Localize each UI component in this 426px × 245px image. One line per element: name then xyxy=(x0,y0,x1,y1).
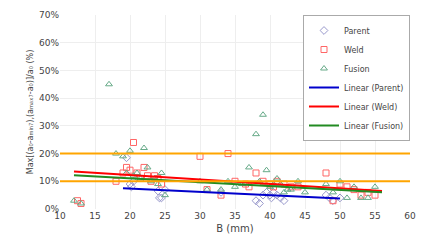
svg-text:20%: 20% xyxy=(39,149,59,159)
svg-text:Linear (Parent): Linear (Parent) xyxy=(344,84,403,93)
svg-text:70%: 70% xyxy=(39,10,59,20)
svg-text:60: 60 xyxy=(404,211,416,221)
svg-text:40: 40 xyxy=(264,211,276,221)
svg-text:Fusion: Fusion xyxy=(344,65,370,74)
svg-text:40%: 40% xyxy=(39,93,59,103)
svg-text:20: 20 xyxy=(124,211,136,221)
svg-text:Linear (Weld): Linear (Weld) xyxy=(344,103,397,112)
svg-text:50: 50 xyxy=(334,211,346,221)
svg-text:10%: 10% xyxy=(39,176,59,186)
svg-text:45: 45 xyxy=(299,211,310,221)
svg-text:35: 35 xyxy=(229,211,240,221)
svg-text:60%: 60% xyxy=(39,38,59,48)
svg-text:10: 10 xyxy=(54,211,66,221)
svg-text:50%: 50% xyxy=(39,66,59,76)
svg-text:B (mm): B (mm) xyxy=(216,223,253,234)
svg-text:30%: 30% xyxy=(39,121,59,131)
svg-text:0%: 0% xyxy=(45,204,60,214)
svg-text:Max[(a₀-aₘᵢₙ₇),(aₘₐₓ₇-a₀)]/a₀: Max[(a₀-aₘᵢₙ₇),(aₘₐₓ₇-a₀)]/a₀ (%) xyxy=(26,50,35,174)
svg-text:Weld: Weld xyxy=(344,46,364,55)
svg-text:30: 30 xyxy=(194,211,206,221)
svg-text:25: 25 xyxy=(159,211,170,221)
svg-text:15: 15 xyxy=(89,211,100,221)
svg-text:55: 55 xyxy=(369,211,380,221)
svg-text:Parent: Parent xyxy=(344,27,370,36)
svg-text:Linear (Fusion): Linear (Fusion) xyxy=(344,122,403,131)
